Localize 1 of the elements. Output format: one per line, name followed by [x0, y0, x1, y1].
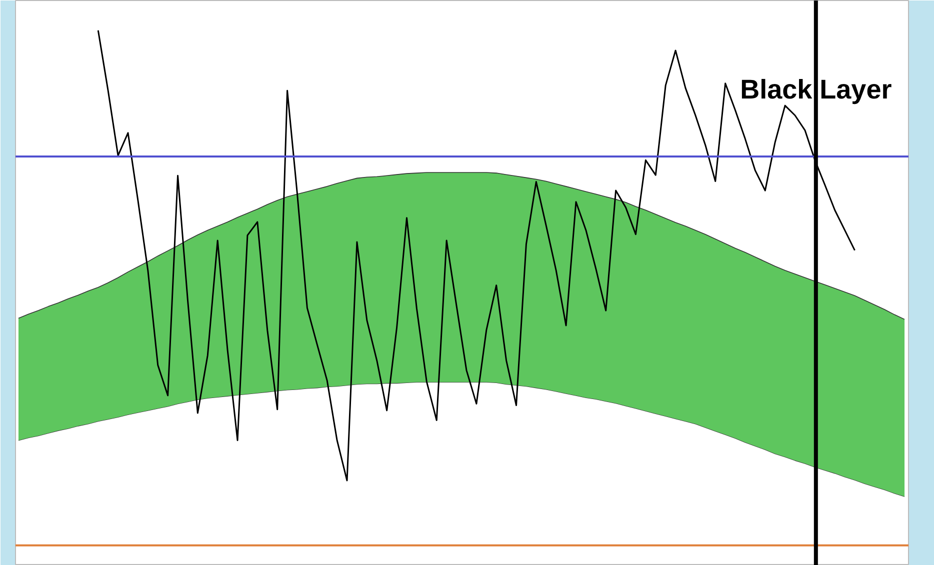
annotation: Black Layer	[740, 74, 892, 105]
